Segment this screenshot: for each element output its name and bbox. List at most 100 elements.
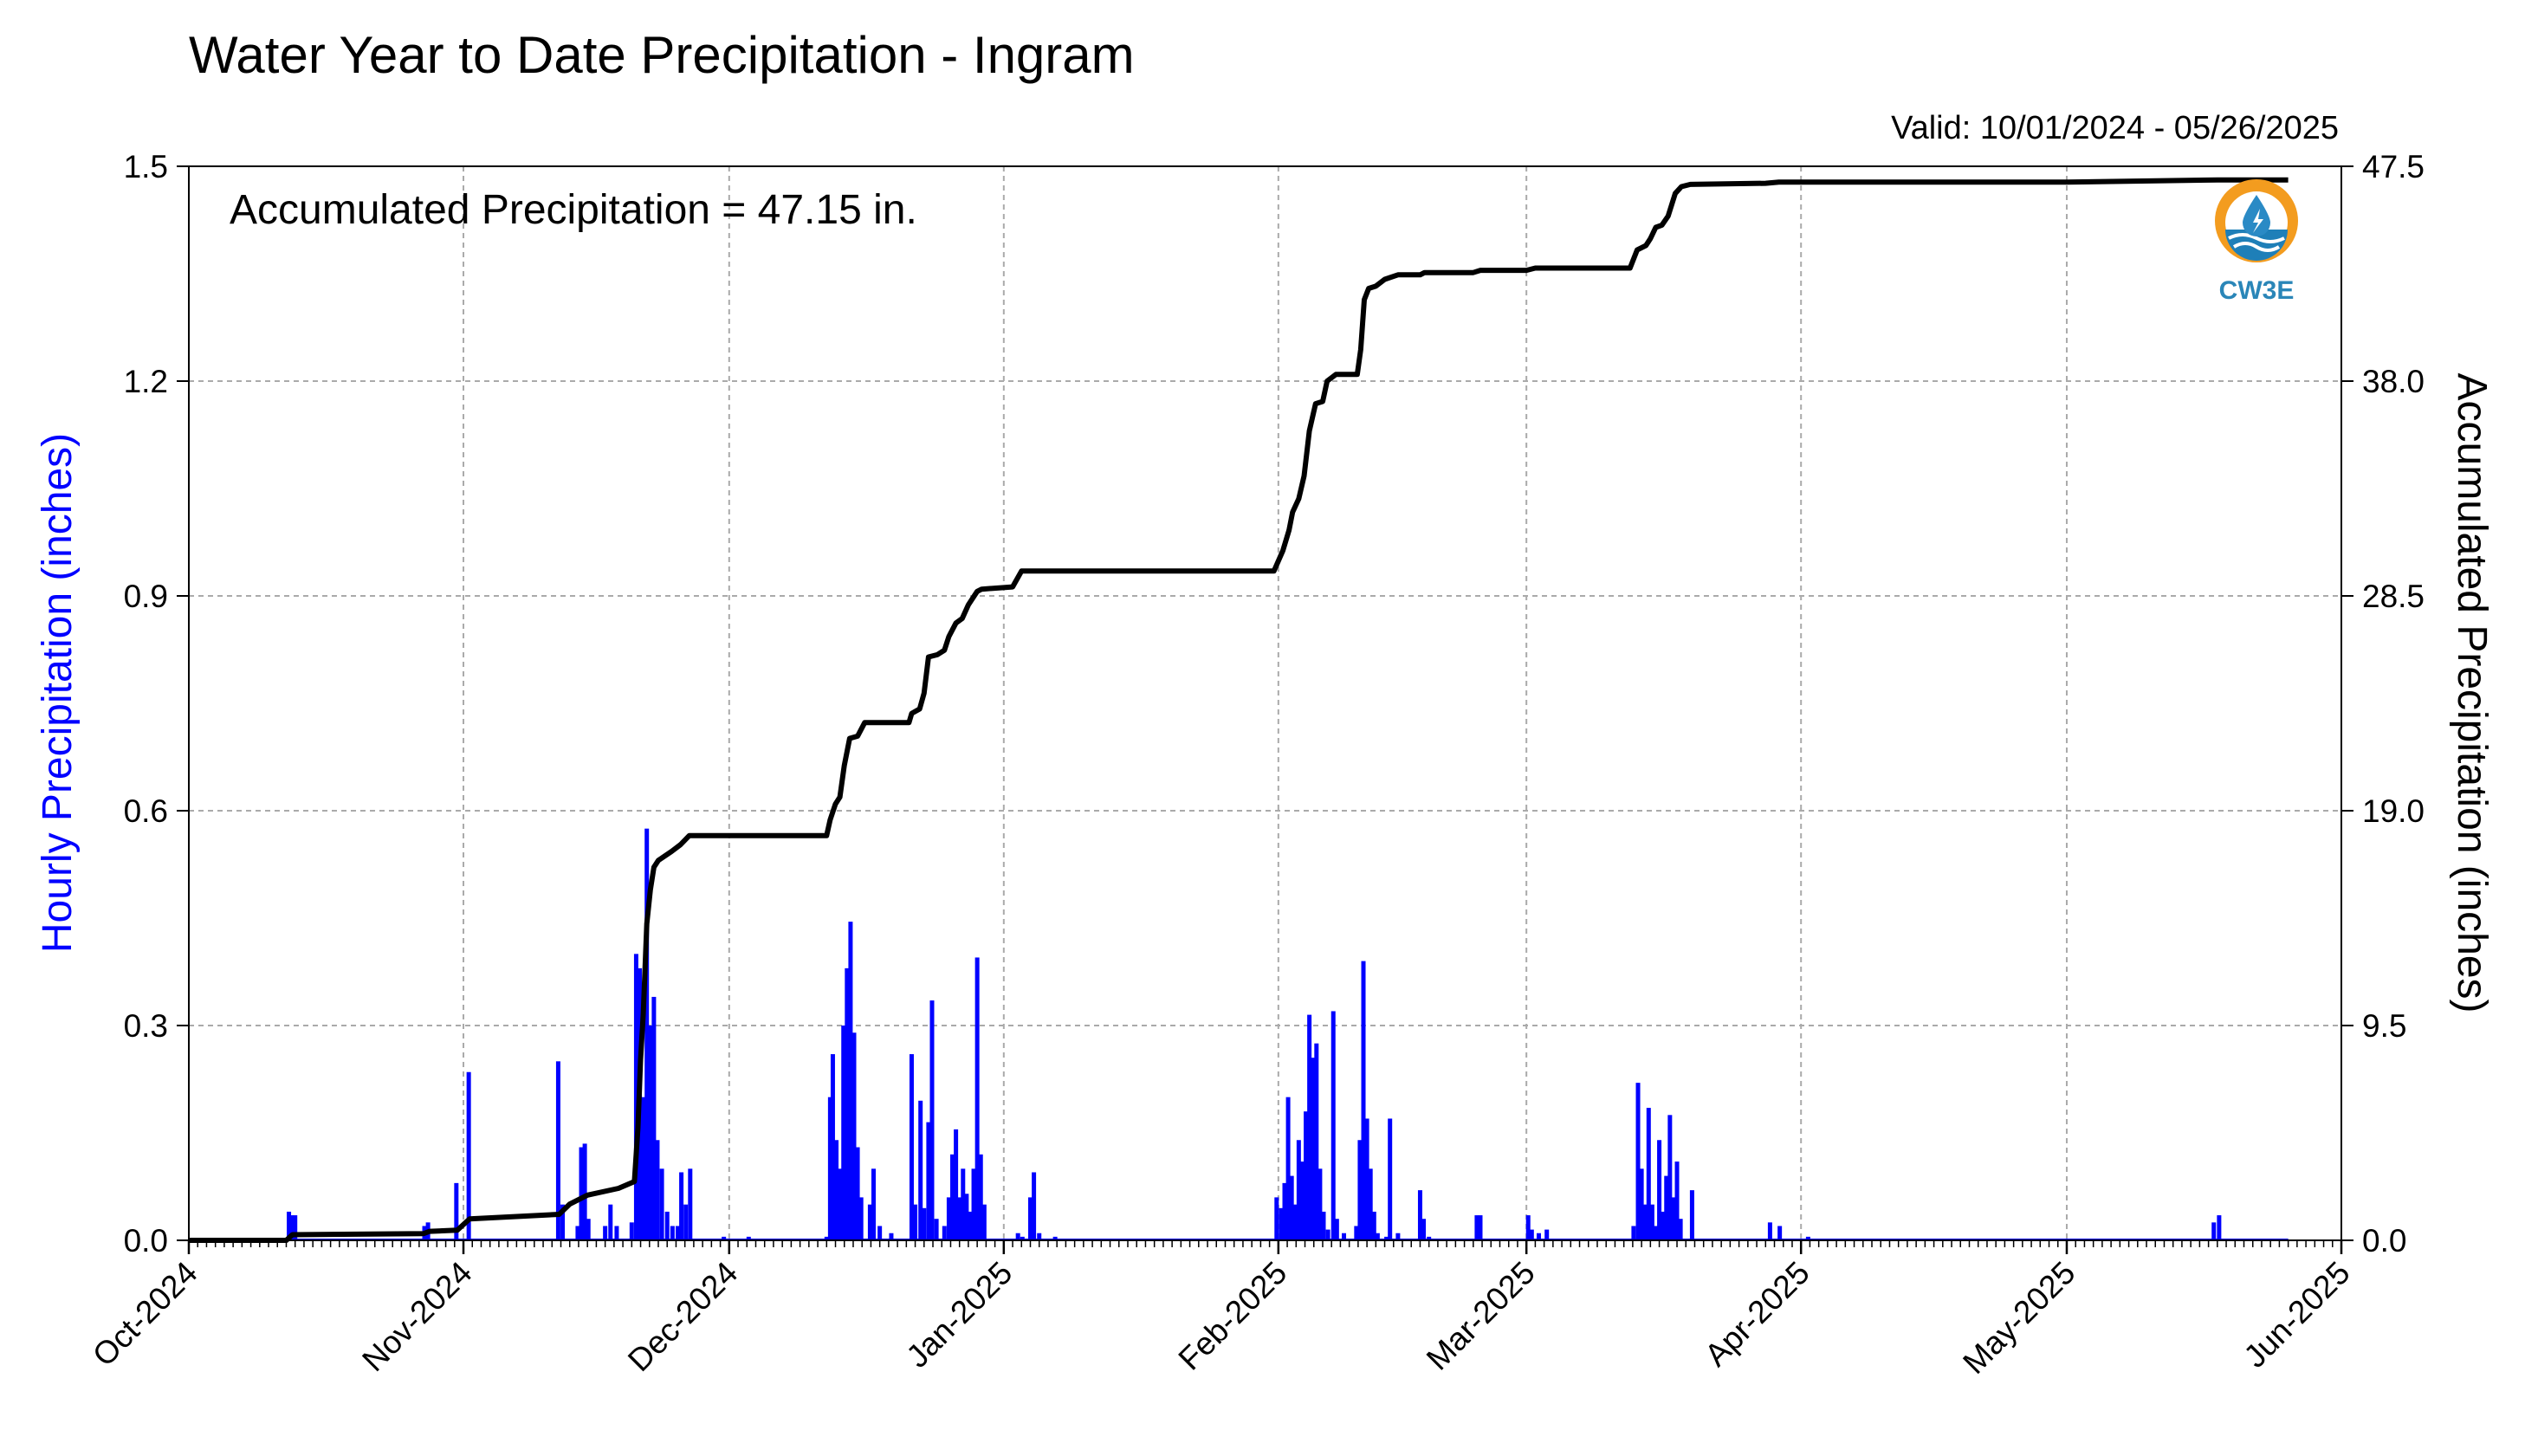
hourly-precip-bar [929, 1000, 935, 1240]
hourly-precip-bar [1314, 1043, 1319, 1240]
hourly-precip-bar [1536, 1233, 1541, 1240]
hourly-precip-bar [579, 1147, 584, 1240]
hourly-precip-bar [1805, 1236, 1810, 1240]
hourly-precip-bar [582, 1143, 587, 1240]
y-tick-label: 0.3 [124, 1008, 168, 1044]
hourly-precip-bar [824, 1236, 829, 1240]
hourly-precip-bar [1361, 961, 1366, 1240]
hourly-precip-bar [1020, 1236, 1025, 1240]
hourly-precip-bar [608, 1204, 613, 1240]
hourly-precip-bar [954, 1129, 959, 1240]
hourly-precip-bar [679, 1172, 684, 1240]
hourly-precip-bar [851, 1032, 857, 1240]
hourly-precip-bar [555, 1061, 560, 1240]
hourly-precip-bar [1371, 1211, 1376, 1240]
hourly-precip-bar [2217, 1215, 2222, 1240]
hourly-precip-bar [845, 967, 850, 1240]
hourly-precip-bar [1321, 1211, 1326, 1240]
hourly-precip-bar [1342, 1233, 1347, 1240]
x-axis: Oct-2024 Nov-2024 Dec-2024 Jan-2025 Feb-2025… [86, 1240, 2357, 1381]
x-tick-label: Jan-2025 [899, 1255, 1019, 1375]
hourly-precip-bar [688, 1168, 693, 1240]
hourly-precip-bar [871, 1168, 876, 1240]
grid-lines [189, 166, 2341, 1240]
hourly-precip-bar [974, 957, 980, 1240]
hourly-precip-bar [1304, 1111, 1309, 1240]
hourly-precip-bar [1525, 1215, 1531, 1240]
hourly-precip-bar [1674, 1162, 1680, 1240]
hourly-precip-bar [670, 1226, 675, 1240]
hourly-precip-bar [1052, 1236, 1058, 1240]
hourly-precip-bar [1678, 1219, 1683, 1240]
x-tick-label: May-2025 [1956, 1255, 2082, 1381]
y-axis-title-right: Accumulated Precipitation (inches) [2449, 372, 2495, 1013]
y2-tick-label: 19.0 [2362, 793, 2425, 829]
x-tick-label: Nov-2024 [355, 1255, 478, 1378]
hourly-precip-bar [1325, 1229, 1330, 1240]
hourly-precip-bar [1664, 1175, 1669, 1240]
cw3e-logo-text: CW3E [2219, 276, 2295, 305]
hourly-precip-bar [971, 1168, 976, 1240]
x-tick-label: Apr-2025 [1698, 1255, 1816, 1374]
hourly-precip-bar [909, 1054, 914, 1240]
x-tick-label: Jun-2025 [2237, 1255, 2357, 1375]
hourly-precip-bar [454, 1182, 459, 1240]
y-tick-label: 1.5 [124, 149, 168, 184]
hourly-precip-bar [961, 1168, 966, 1240]
hourly-precip-bar [1689, 1190, 1694, 1240]
left-y-axis: 0.0 0.3 0.6 0.9 1.2 1.5 [124, 149, 189, 1259]
hourly-precip-bar [1661, 1211, 1666, 1240]
hourly-precip-bar [586, 1219, 591, 1240]
hourly-precip-bar [1299, 1162, 1305, 1240]
hourly-precip-bar [858, 1197, 864, 1240]
x-tick-label: Oct-2024 [86, 1255, 204, 1374]
hourly-precip-bar [1289, 1175, 1294, 1240]
hourly-precip-bar [1631, 1226, 1636, 1240]
accumulated-precipitation-series [189, 177, 2289, 1243]
y2-tick-label: 0.0 [2362, 1223, 2406, 1259]
hourly-precip-bar [614, 1226, 619, 1240]
hourly-precip-bar [1368, 1168, 1373, 1240]
hourly-precip-bar [918, 1100, 923, 1240]
hourly-precip-bar [659, 1168, 664, 1240]
hourly-precip-bar [1767, 1222, 1772, 1240]
chart-title: Water Year to Date Precipitation - Ingra… [189, 26, 1135, 84]
hourly-precip-bar [1395, 1233, 1401, 1240]
hourly-precip-bar [1375, 1233, 1380, 1240]
hourly-precip-bar [1639, 1168, 1644, 1240]
hourly-precip-bar [1646, 1108, 1651, 1240]
hourly-precip-bar [1307, 1014, 1312, 1240]
hourly-precipitation-bars [189, 828, 2289, 1240]
hourly-precip-bar [1032, 1172, 1037, 1240]
hourly-precip-bar [466, 1071, 471, 1240]
hourly-precip-bar [1649, 1204, 1654, 1240]
hourly-precip-bar [978, 1154, 983, 1240]
hourly-precip-bar [1028, 1197, 1033, 1240]
y-tick-label: 0.0 [124, 1223, 168, 1259]
y-tick-label: 0.9 [124, 579, 168, 614]
hourly-precip-bar [293, 1215, 298, 1240]
hourly-precip-bar [1292, 1204, 1298, 1240]
hourly-precip-bar [1421, 1219, 1427, 1240]
hourly-precip-bar [827, 1097, 832, 1240]
hourly-precip-bar [1384, 1236, 1389, 1240]
cw3e-logo: CW3E [2215, 179, 2298, 305]
hourly-precip-bar [981, 1204, 987, 1240]
hourly-precip-bar [913, 1204, 918, 1240]
hourly-precip-bar [1667, 1115, 1673, 1240]
hourly-precip-bar [644, 828, 650, 1240]
accumulated-total-annotation: Accumulated Precipitation = 47.15 in. [230, 187, 917, 233]
hourly-precip-bar [1282, 1182, 1287, 1240]
hourly-precip-bar [633, 954, 638, 1240]
hourly-precip-bar [838, 1168, 843, 1240]
hourly-precip-bar [1427, 1236, 1432, 1240]
hourly-precip-bar [1354, 1226, 1359, 1240]
hourly-precip-bar [1474, 1215, 1479, 1240]
hourly-precip-bar [1364, 1118, 1369, 1240]
hourly-precip-bar [1642, 1204, 1648, 1240]
hourly-precip-bar [968, 1211, 973, 1240]
y-axis-title-left: Hourly Precipitation (inches) [35, 433, 81, 953]
y-tick-label: 0.6 [124, 793, 168, 829]
right-y-axis: 0.0 9.5 19.0 28.5 38.0 47.5 [2341, 149, 2425, 1259]
